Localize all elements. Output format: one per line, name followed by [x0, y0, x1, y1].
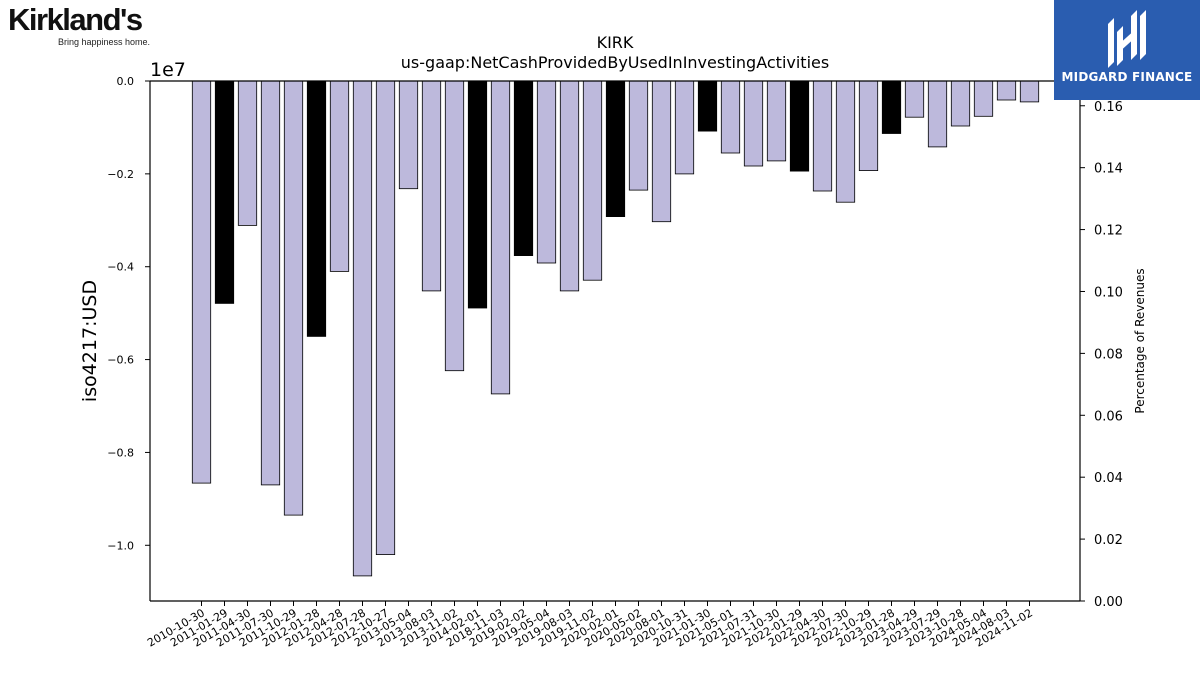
midgard-finance-logo: MIDGARD FINANCE [1054, 0, 1200, 100]
y2-tick-label: 0.12 [1094, 224, 1123, 239]
bar-2019-08-03 [559, 80, 580, 292]
bar-2012-01-28 [306, 80, 327, 337]
y2-tick-label: 0.16 [1094, 100, 1123, 115]
bar-2021-07-31 [743, 80, 764, 167]
bar-2023-01-28 [881, 80, 902, 134]
y-tick-label: −1.0 [107, 539, 134, 552]
y2-tick-label: 0.06 [1094, 409, 1123, 424]
bar-2021-05-01 [720, 80, 741, 154]
bar-2011-01-29 [214, 80, 235, 304]
bar-2022-01-29 [789, 80, 810, 172]
bar-2018-11-03 [490, 80, 511, 395]
bar-2019-02-02 [513, 80, 534, 257]
bar-2022-07-30 [835, 80, 856, 203]
bar-2023-07-29 [927, 80, 948, 148]
bar-2020-10-31 [674, 80, 695, 175]
bar-2014-02-01 [467, 80, 488, 309]
bar-2019-05-04 [536, 80, 557, 264]
kirklands-wordmark: Kirkland's [8, 2, 143, 37]
y-tick-label: 0.0 [117, 75, 135, 88]
y2-tick-label: 0.04 [1094, 471, 1123, 486]
y2-tick-label: 0.08 [1094, 347, 1123, 362]
bar-2011-04-30 [237, 80, 258, 226]
bar-2012-07-28 [352, 80, 373, 577]
y-offset-label: 1e7 [150, 59, 186, 81]
y-tick-label: −0.6 [107, 354, 134, 367]
bar-2013-05-04 [398, 80, 419, 190]
midgard-mark-icon [1108, 10, 1146, 68]
y-tick-label: −0.8 [107, 446, 134, 459]
bar-2020-02-01 [605, 80, 626, 218]
bar-2021-01-30 [697, 80, 718, 132]
y-tick-label: −0.4 [107, 261, 134, 274]
bar-2012-04-28 [329, 80, 350, 272]
bar-2023-04-29 [904, 80, 925, 118]
bar-2010-10-30 [191, 80, 212, 484]
chart-subtitle: us-gaap:NetCashProvidedByUsedInInvesting… [401, 53, 829, 72]
bar-2020-08-01 [651, 80, 672, 223]
bar-2021-10-30 [766, 80, 787, 162]
y2-tick-label: 0.00 [1094, 595, 1123, 610]
kirklands-logo: Kirkland's Bring happiness home. [8, 4, 168, 48]
bar-2022-10-29 [858, 80, 879, 171]
bar-2023-10-28 [950, 80, 971, 127]
y2-tick-label: 0.14 [1094, 162, 1123, 177]
bar-2024-08-03 [996, 80, 1017, 101]
bar-2013-11-02 [444, 80, 465, 372]
bar-2020-05-02 [628, 80, 649, 191]
y2-tick-label: 0.10 [1094, 285, 1123, 300]
bar-2024-05-04 [973, 80, 994, 117]
y2-tick-label: 0.02 [1094, 533, 1123, 548]
bar-2024-11-02 [1019, 80, 1040, 103]
midgard-finance-name: MIDGARD FINANCE [1061, 70, 1193, 84]
y-tick-label: −0.2 [107, 168, 134, 181]
y2-axis-label: Percentage of Revenues [1133, 268, 1147, 413]
y-axis-label: iso4217:USD [79, 280, 101, 402]
bar-2019-11-02 [582, 80, 603, 281]
bar-2013-08-03 [421, 80, 442, 292]
bar-2022-04-30 [812, 80, 833, 192]
bar-2012-10-27 [375, 80, 396, 556]
chart-title: KIRK [597, 33, 634, 52]
bar-2011-10-29 [283, 80, 304, 516]
bar-2011-07-30 [260, 80, 281, 486]
kirklands-tagline: Bring happiness home. [58, 37, 151, 47]
